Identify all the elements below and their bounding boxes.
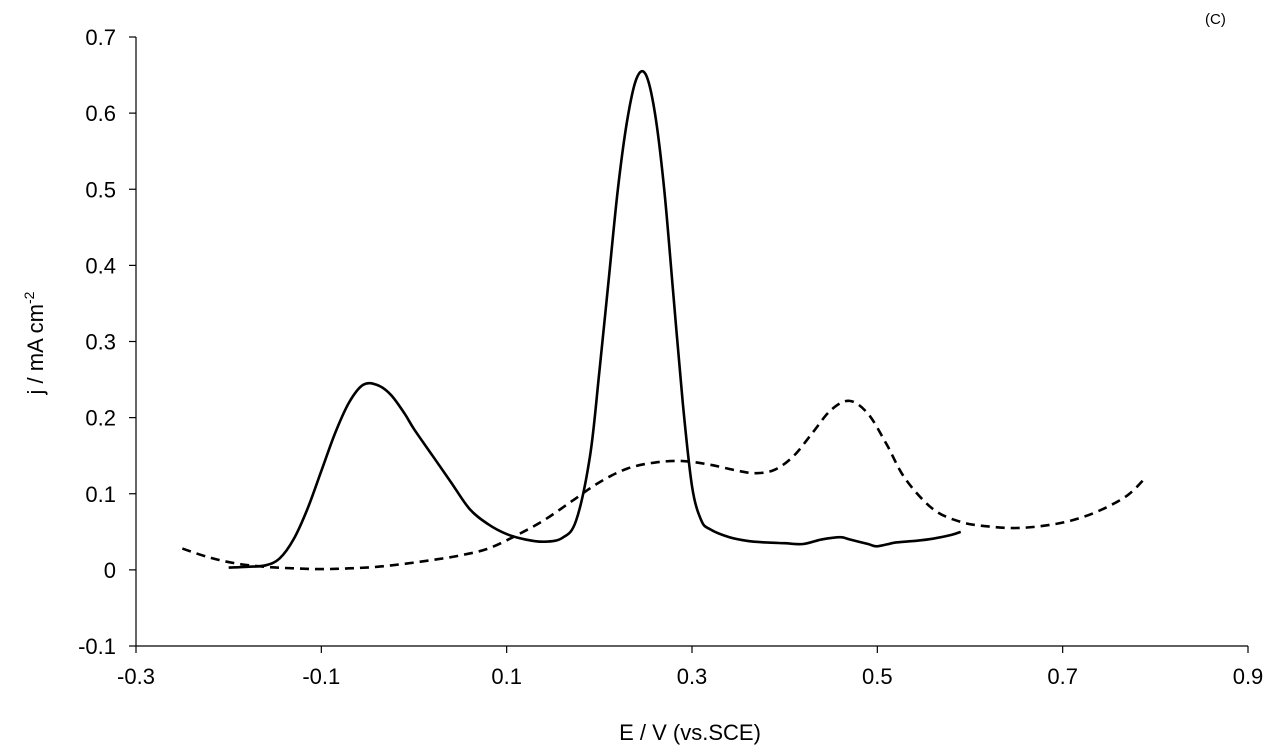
- y-tick-label: 0.5: [85, 177, 116, 202]
- y-tick-label: 0.1: [85, 482, 116, 507]
- dashed-series-line: [181, 399, 1148, 571]
- y-axis-title-main: j / mA cm: [23, 304, 48, 395]
- solid-series-line: [228, 69, 962, 569]
- x-tick-label: -0.3: [117, 664, 155, 689]
- y-axis-title-superscript: -2: [21, 291, 37, 304]
- x-tick-label: 0.5: [862, 664, 893, 689]
- y-tick-label: 0.6: [85, 101, 116, 126]
- x-tick-label: 0.3: [677, 664, 708, 689]
- axes: [135, 37, 1248, 647]
- y-axis-title: j / mA cm-2: [21, 291, 48, 395]
- series: [181, 69, 1148, 571]
- x-tick-label: 0.7: [1047, 664, 1078, 689]
- y-tick-label: 0.2: [85, 406, 116, 431]
- y-tick-label: 0.7: [85, 25, 116, 50]
- x-tick-label: 0.1: [491, 664, 522, 689]
- ticks: -0.100.10.20.30.40.50.60.7-0.3 -0.1 0.1 0.3…: [78, 25, 1263, 689]
- panel-label: (C): [1205, 11, 1226, 28]
- y-tick-label: 0.3: [85, 330, 116, 355]
- y-tick-label: 0.4: [85, 253, 116, 278]
- x-tick-label: 0.9: [1233, 664, 1264, 689]
- x-tick-label: -0.1: [302, 664, 340, 689]
- x-axis-title: E / V (vs.SCE): [619, 720, 761, 745]
- y-tick-label: 0: [104, 558, 116, 583]
- y-tick-label: -0.1: [78, 634, 116, 659]
